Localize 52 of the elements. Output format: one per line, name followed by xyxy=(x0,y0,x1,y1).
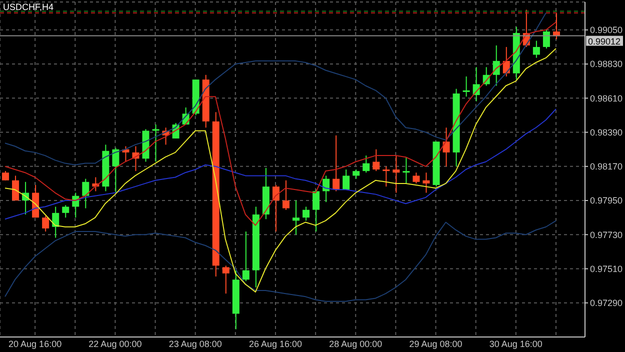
candlestick xyxy=(222,265,230,294)
candlestick xyxy=(312,189,320,232)
candlestick xyxy=(402,156,410,184)
candlestick xyxy=(342,169,350,190)
candlestick xyxy=(412,172,420,184)
candlestick xyxy=(282,180,290,210)
candlestick xyxy=(392,155,400,194)
y-tick-label: 0.97730 xyxy=(590,230,623,240)
x-tick-label: 30 Aug 16:00 xyxy=(489,339,542,349)
x-tick-label: 23 Aug 08:00 xyxy=(168,339,222,349)
x-tick-label: 22 Aug 00:00 xyxy=(88,339,142,349)
candlestick xyxy=(52,206,60,238)
candlestick xyxy=(112,147,120,194)
candlestick xyxy=(422,172,430,194)
line-series xyxy=(4,48,556,293)
candlestick xyxy=(292,200,300,236)
candlestick xyxy=(2,170,9,181)
x-tick-label: 26 Aug 16:00 xyxy=(248,339,302,349)
x-tick-label: 28 Aug 00:00 xyxy=(329,339,382,349)
y-tick-label: 0.99050 xyxy=(590,25,623,36)
candlestick xyxy=(272,184,280,232)
line-series xyxy=(4,22,556,226)
candlestick xyxy=(542,29,550,50)
candlestick xyxy=(152,124,160,162)
candlestick xyxy=(382,166,390,188)
candlestick xyxy=(462,76,470,98)
candlestick xyxy=(242,231,250,282)
candlestick xyxy=(82,178,90,209)
y-tick-label: 0.98170 xyxy=(590,162,623,172)
line-series xyxy=(4,220,556,302)
candlestick xyxy=(352,169,360,180)
y-tick-label: 0.98390 xyxy=(590,127,623,138)
y-tick-label: 0.97510 xyxy=(590,264,623,274)
candlestick xyxy=(302,206,310,222)
y-tick-label: 0.97950 xyxy=(590,196,623,206)
y-tick-label: 0.97290 xyxy=(590,298,623,308)
candlestick xyxy=(442,127,450,167)
candlestick xyxy=(332,134,340,192)
x-tick-label: 20 Aug 16:00 xyxy=(8,339,62,349)
candlestick xyxy=(62,204,70,218)
candlestick xyxy=(492,44,500,86)
candlestick xyxy=(42,216,50,232)
y-tick-label: 0.98610 xyxy=(590,93,623,104)
x-tick-label: 29 Aug 08:00 xyxy=(409,339,462,349)
candlestick xyxy=(362,155,370,174)
ref-line-label: 0.99012 xyxy=(588,36,621,46)
y-tick-label: 0.98830 xyxy=(590,59,623,70)
line-series xyxy=(4,12,546,166)
candlestick xyxy=(372,148,380,172)
line-series xyxy=(4,108,556,220)
chart-title: USDCHF,H4 xyxy=(3,2,54,12)
candlestick xyxy=(532,40,540,58)
